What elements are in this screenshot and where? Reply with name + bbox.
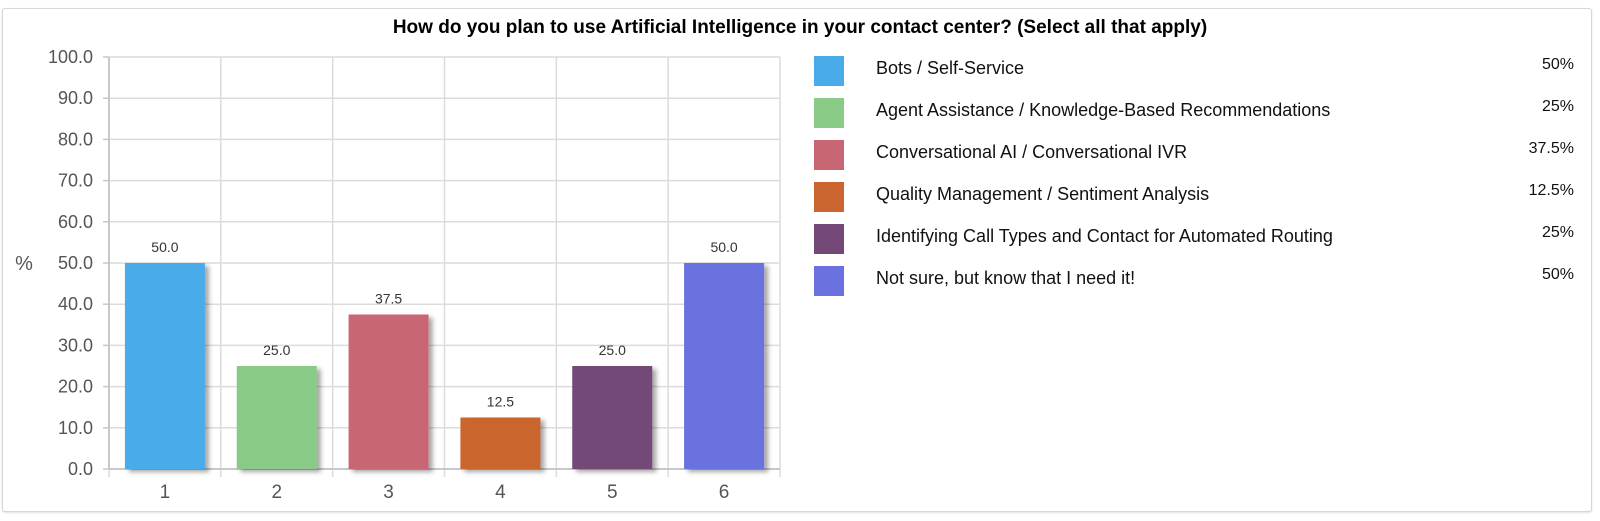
legend-swatch	[814, 182, 844, 212]
legend-percent: 25%	[1541, 224, 1574, 241]
y-tick-label: 20.0	[58, 377, 93, 397]
legend-item: Bots / Self-Service 50%	[814, 56, 1574, 88]
legend-label: Quality Management / Sentiment Analysis	[876, 184, 1210, 204]
y-tick-label: 10.0	[58, 418, 93, 438]
legend-percent: 37.5%	[1528, 140, 1574, 157]
y-tick-label: 60.0	[58, 212, 93, 232]
legend-item: Agent Assistance / Knowledge-Based Recom…	[814, 98, 1574, 130]
bar	[460, 417, 541, 469]
legend-swatch	[814, 266, 844, 296]
legend-label: Conversational AI / Conversational IVR	[876, 142, 1188, 162]
data-label: 25.0	[599, 342, 626, 358]
y-tick-label: 70.0	[58, 171, 93, 191]
y-tick-label: 50.0	[58, 253, 93, 273]
legend-item: Conversational AI / Conversational IVR 37…	[814, 140, 1574, 172]
x-tick-label: 3	[383, 482, 394, 503]
legend-item: Quality Management / Sentiment Analysis 1…	[814, 182, 1574, 214]
bar-chart: 0.0 10.0 20.0 30.0 40.0 50.0 60.0 70.0 80.0 90.0 1…	[15, 47, 781, 503]
y-tick-label: 90.0	[58, 88, 93, 108]
bar	[572, 366, 653, 469]
x-tick-label: 2	[271, 482, 282, 503]
bar	[236, 366, 317, 469]
chart-title: How do you plan to use Artificial Intell…	[392, 17, 1208, 38]
legend-label: Identifying Call Types and Contact for A…	[876, 226, 1333, 246]
bar	[348, 314, 429, 469]
legend-percent: 25%	[1541, 98, 1574, 115]
legend-swatch	[814, 140, 844, 170]
legend-label: Agent Assistance / Knowledge-Based Recom…	[876, 100, 1331, 120]
legend-percent: 50%	[1541, 56, 1574, 73]
data-label: 50.0	[151, 239, 178, 255]
data-label: 50.0	[710, 239, 737, 255]
legend-percent: 12.5%	[1528, 182, 1574, 199]
legend-label: Not sure, but know that I need it!	[876, 268, 1136, 288]
legend-item: Identifying Call Types and Contact for A…	[814, 224, 1574, 256]
bar	[684, 263, 765, 469]
data-label: 37.5	[375, 291, 402, 307]
legend-label: Bots / Self-Service	[876, 58, 1025, 78]
bar	[124, 263, 205, 469]
y-tick-label: 30.0	[58, 335, 93, 355]
x-tick-label: 6	[719, 482, 730, 503]
y-tick-label: 0.0	[68, 459, 93, 479]
x-tick-label: 4	[495, 482, 506, 503]
y-axis-label: %	[15, 253, 33, 275]
y-tick-label: 100.0	[48, 47, 93, 67]
y-tick-label: 80.0	[58, 129, 93, 149]
legend-swatch	[814, 56, 844, 86]
x-tick-label: 1	[160, 482, 171, 503]
data-label: 12.5	[487, 394, 514, 410]
x-tick-label: 5	[607, 482, 618, 503]
legend-percent: 50%	[1541, 266, 1574, 283]
y-tick-label: 40.0	[58, 294, 93, 314]
data-label: 25.0	[263, 342, 290, 358]
legend-swatch	[814, 98, 844, 128]
legend-item: Not sure, but know that I need it! 50%	[814, 266, 1574, 298]
legend-swatch	[814, 224, 844, 254]
